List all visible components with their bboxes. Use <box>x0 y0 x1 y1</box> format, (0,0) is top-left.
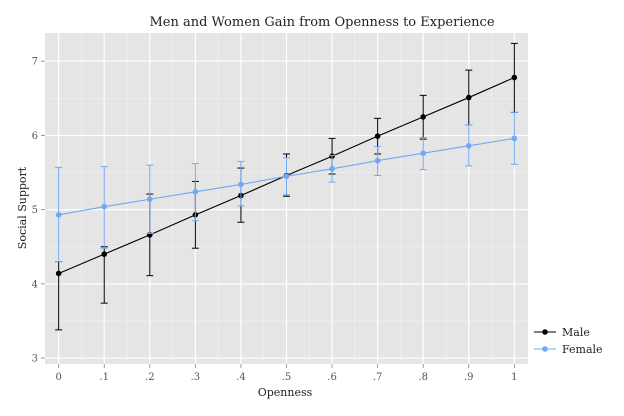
legend-item-male: Male <box>534 326 590 339</box>
legend-item-female: Female <box>534 343 603 356</box>
x-tick-label: .1 <box>99 372 109 383</box>
x-tick-label: .5 <box>282 372 292 383</box>
data-point <box>283 173 290 180</box>
legend-label: Male <box>562 326 590 339</box>
y-tick-label: 4 <box>32 279 38 290</box>
data-point <box>511 135 518 142</box>
x-tick-label: .8 <box>418 372 428 383</box>
data-point <box>374 157 381 164</box>
data-point <box>465 143 472 149</box>
series-layer <box>55 42 518 331</box>
legend-marker <box>542 346 548 352</box>
legend: Male Female <box>534 326 603 356</box>
axis-layer: 3 4 5 6 7 0 .1 .2 .3 .4 .5 .6 .7 .8 .9 1 <box>32 57 518 383</box>
x-tick-label: 0 <box>55 372 61 383</box>
y-axis-label: Social Support <box>16 166 29 249</box>
x-tick-label: .7 <box>373 372 383 383</box>
data-point <box>420 150 426 157</box>
y-tick-label: 7 <box>32 57 38 68</box>
y-tick-label: 3 <box>32 354 38 365</box>
data-point <box>511 74 518 81</box>
data-point <box>101 251 108 257</box>
x-tick-label: .9 <box>464 372 474 383</box>
data-point <box>55 270 62 277</box>
x-tick-label: .3 <box>191 372 201 383</box>
data-point <box>147 196 153 203</box>
data-point <box>238 181 244 188</box>
data-point <box>101 203 108 210</box>
x-tick-label: .4 <box>236 372 246 383</box>
data-point <box>192 189 199 195</box>
x-axis-label: Openness <box>258 386 313 399</box>
x-tick-label: 1 <box>511 372 517 383</box>
data-point <box>329 166 335 172</box>
data-point <box>55 212 62 218</box>
data-point <box>420 114 426 120</box>
chart-title: Men and Women Gain from Openness to Expe… <box>149 15 494 30</box>
x-tick-label: .2 <box>145 372 155 383</box>
data-point <box>465 94 472 101</box>
y-tick-label: 5 <box>32 205 38 216</box>
series-female <box>55 111 518 263</box>
legend-label: Female <box>562 343 603 356</box>
legend-marker <box>542 329 548 335</box>
data-point <box>374 133 381 139</box>
x-tick-label: .6 <box>327 372 337 383</box>
y-tick-label: 6 <box>32 131 38 142</box>
